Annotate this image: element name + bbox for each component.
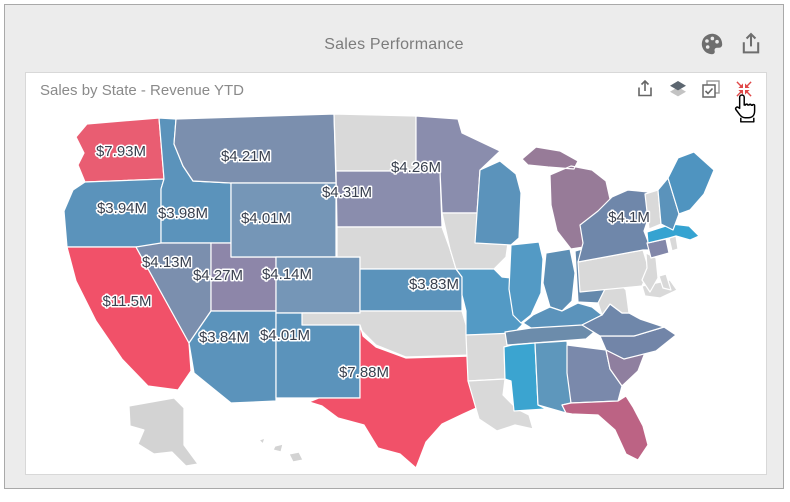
state-LA[interactable] <box>467 378 534 432</box>
us-choropleth-map: $7.93M $3.94M $11.5M $3.98M $4.13M$4.27M $3.8… <box>63 113 715 469</box>
value-label-MN: $4.26M <box>391 159 441 176</box>
value-label-MT: $4.21M <box>221 148 271 165</box>
value-label-TX: $7.88M <box>339 364 389 381</box>
value-label-ID: $3.98M <box>158 205 208 222</box>
state-NM[interactable] <box>275 312 361 399</box>
value-label-NY: $4.1M <box>608 209 650 226</box>
export-icon[interactable] <box>635 79 655 99</box>
value-label-CA: $11.5M <box>103 293 152 310</box>
state-RI[interactable] <box>668 235 679 252</box>
state-AK[interactable] <box>128 397 199 467</box>
state-IL[interactable] <box>508 241 544 324</box>
export-icon[interactable] <box>739 32 763 56</box>
state-NH[interactable] <box>657 177 680 231</box>
value-label-UT: $4.27M <box>193 267 243 284</box>
value-label-NV: $4.13M <box>142 254 192 271</box>
hand-cursor <box>734 94 756 123</box>
state-AL[interactable] <box>534 340 572 414</box>
collapse-icon[interactable] <box>734 79 754 99</box>
state-NY[interactable] <box>577 189 657 263</box>
state-DE[interactable] <box>658 273 672 291</box>
value-label-NM: $4.01M <box>260 327 310 344</box>
state-MA[interactable] <box>646 223 700 244</box>
multiselect-icon[interactable] <box>701 79 721 99</box>
value-label-OR: $3.94M <box>97 200 147 217</box>
state-TX[interactable] <box>308 324 486 469</box>
value-label-KS: $3.83M <box>409 276 459 293</box>
map-card: $7.93M $3.94M $11.5M $3.98M $4.13M $4.27M $3.8… <box>25 72 767 475</box>
dashboard-title: Sales Performance <box>324 36 464 53</box>
card-title: Sales by State - Revenue YTD <box>40 82 244 99</box>
state-AZ[interactable] <box>188 310 277 404</box>
state-HI[interactable] <box>258 437 304 463</box>
state-NJ[interactable] <box>641 252 659 293</box>
state-FL[interactable] <box>561 395 649 461</box>
dashboard-titlebar: Sales Performance <box>5 5 783 69</box>
value-label-CO: $4.14M <box>262 266 312 283</box>
dashboard-surface: Sales Performance $7.93M $3.94M $11.5M $3.9… <box>4 4 784 489</box>
dashboard-titlebar-icons <box>700 32 763 56</box>
value-label-AZ: $3.84M <box>199 329 249 346</box>
layers-icon[interactable] <box>668 79 688 99</box>
value-label-WY: $4.01M <box>241 210 291 227</box>
state-IN[interactable] <box>542 248 576 312</box>
card-toolbar <box>635 79 754 99</box>
value-label-WA: $7.93M <box>96 143 146 160</box>
card-header: Sales by State - Revenue YTD <box>26 73 766 103</box>
palette-icon[interactable] <box>700 32 724 56</box>
state-WI[interactable] <box>474 160 522 246</box>
state-ME[interactable] <box>667 151 715 215</box>
value-label-SD: $4.31M <box>322 184 372 201</box>
